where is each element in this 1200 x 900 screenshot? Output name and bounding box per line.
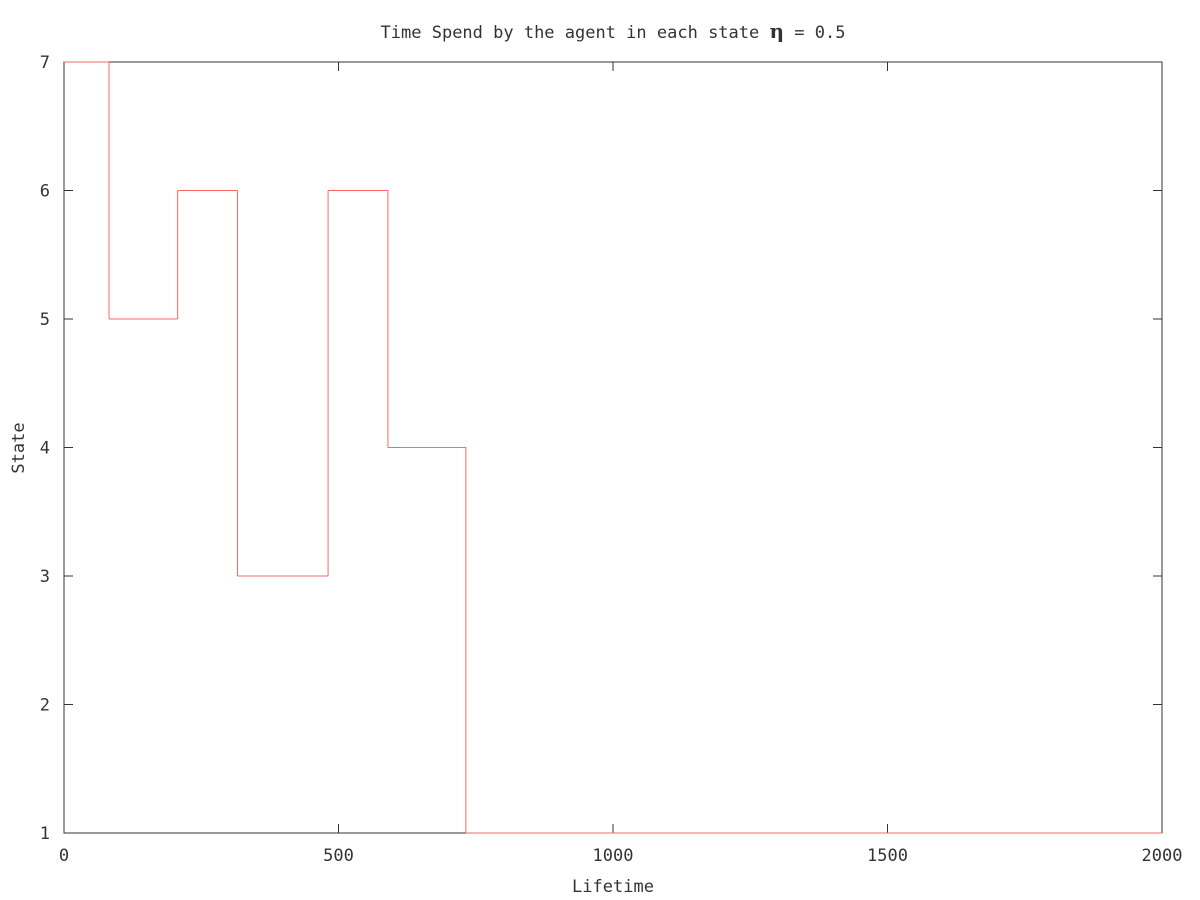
chart-title-symbol: η xyxy=(769,19,784,43)
x-tick-label: 2000 xyxy=(1142,846,1183,866)
y-tick-label: 1 xyxy=(40,824,50,844)
y-tick-label: 6 xyxy=(40,182,50,202)
series-group xyxy=(64,61,1162,834)
plot-frame xyxy=(63,61,1163,834)
chart-title-prefix: Time Spend by the agent in each state xyxy=(381,23,770,43)
chart-title-suffix: = 0.5 xyxy=(784,23,845,43)
x-tick-label: 500 xyxy=(323,846,354,866)
y-tick-label: 2 xyxy=(40,696,50,716)
x-tick-label: 1500 xyxy=(867,846,908,866)
y-tick-label: 5 xyxy=(40,310,50,330)
y-tick-label: 7 xyxy=(40,53,50,73)
x-axis-label: Lifetime xyxy=(572,877,654,897)
y-axis-label: State xyxy=(9,422,29,473)
x-tick-label: 0 xyxy=(59,846,69,866)
axis-tick-labels: 0 500 1000 1500 2000 1 2 3 4 5 6 7 xyxy=(40,53,1183,866)
x-tick-label: 1000 xyxy=(593,846,634,866)
chart-title: Time Spend by the agent in each state η … xyxy=(381,19,846,43)
y-tick-label: 3 xyxy=(40,567,50,587)
axis-ticks xyxy=(63,61,1163,834)
y-tick-label: 4 xyxy=(40,439,50,459)
